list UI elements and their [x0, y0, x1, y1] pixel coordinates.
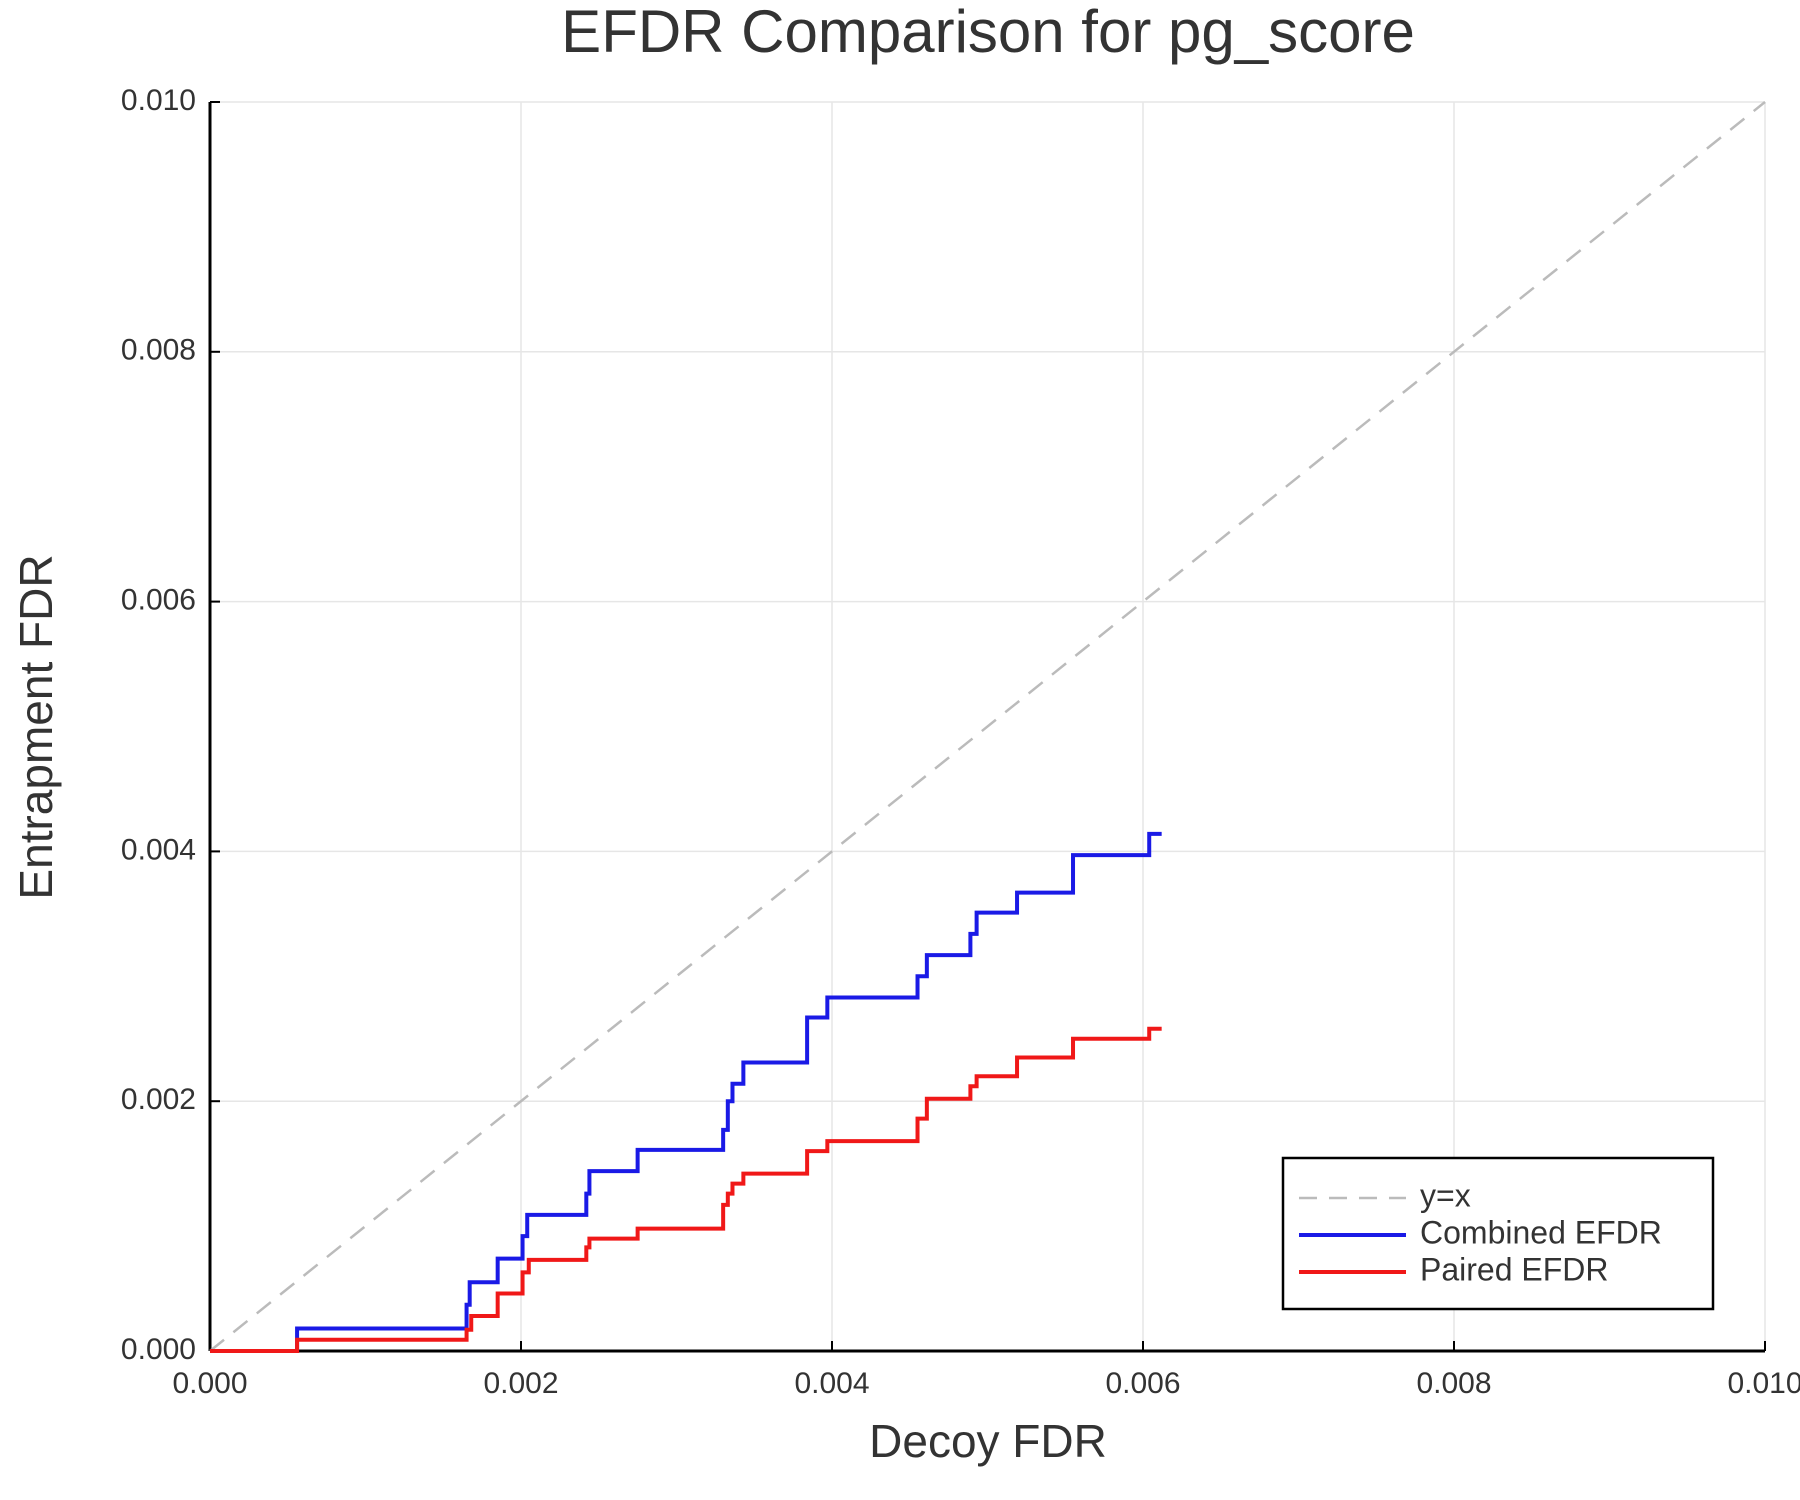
x-tick-label: 0.006 — [1105, 1367, 1180, 1400]
x-tick-label: 0.000 — [172, 1367, 247, 1400]
legend-label: Combined EFDR — [1420, 1214, 1662, 1250]
x-tick-label: 0.008 — [1416, 1367, 1491, 1400]
legend-label: Paired EFDR — [1420, 1251, 1609, 1287]
chart-title: EFDR Comparison for pg_score — [561, 0, 1415, 65]
y-tick-label: 0.002 — [121, 1083, 196, 1116]
y-tick-label: 0.006 — [121, 584, 196, 617]
series-line — [209, 101, 1766, 1352]
x-tick-label: 0.010 — [1727, 1367, 1800, 1400]
x-tick-label: 0.004 — [794, 1367, 869, 1400]
y-tick-label: 0.000 — [121, 1333, 196, 1366]
series-line — [210, 831, 1162, 1353]
series-line — [210, 1026, 1162, 1353]
y-axis-label: Entrapment FDR — [10, 554, 62, 899]
y-tick-label: 0.008 — [121, 334, 196, 367]
x-axis-label: Decoy FDR — [869, 1415, 1107, 1467]
y-tick-label: 0.010 — [121, 84, 196, 117]
y-tick-label: 0.004 — [121, 833, 196, 866]
x-tick-label: 0.002 — [483, 1367, 558, 1400]
legend-label: y=x — [1420, 1177, 1471, 1213]
